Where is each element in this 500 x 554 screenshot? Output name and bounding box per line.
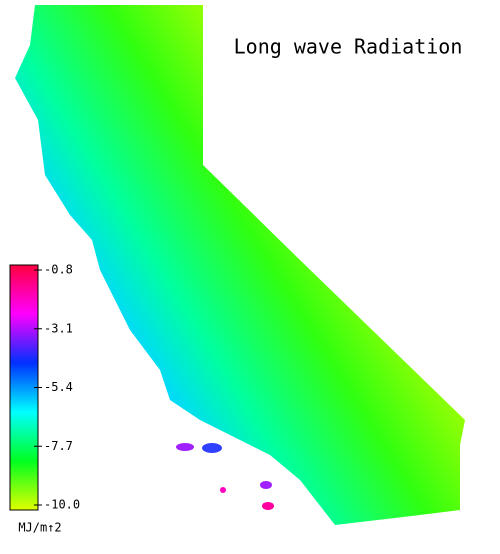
island bbox=[262, 502, 274, 510]
island bbox=[220, 487, 226, 493]
colorbar-tick-label: -5.4 bbox=[44, 380, 73, 394]
california-map bbox=[15, 5, 465, 525]
colorbar bbox=[9, 264, 39, 511]
island bbox=[202, 443, 222, 453]
island bbox=[260, 481, 272, 489]
colorbar-tick-label: -10.0 bbox=[44, 498, 80, 512]
colorbar-unit: MJ/m↑2 bbox=[18, 521, 61, 535]
island bbox=[176, 443, 194, 451]
colorbar-tick-label: -0.8 bbox=[44, 263, 73, 277]
colorbar-tick-label: -3.1 bbox=[44, 321, 73, 335]
map-title: Long wave Radiation bbox=[234, 35, 463, 59]
colorbar-tick-label: -7.7 bbox=[44, 439, 73, 453]
